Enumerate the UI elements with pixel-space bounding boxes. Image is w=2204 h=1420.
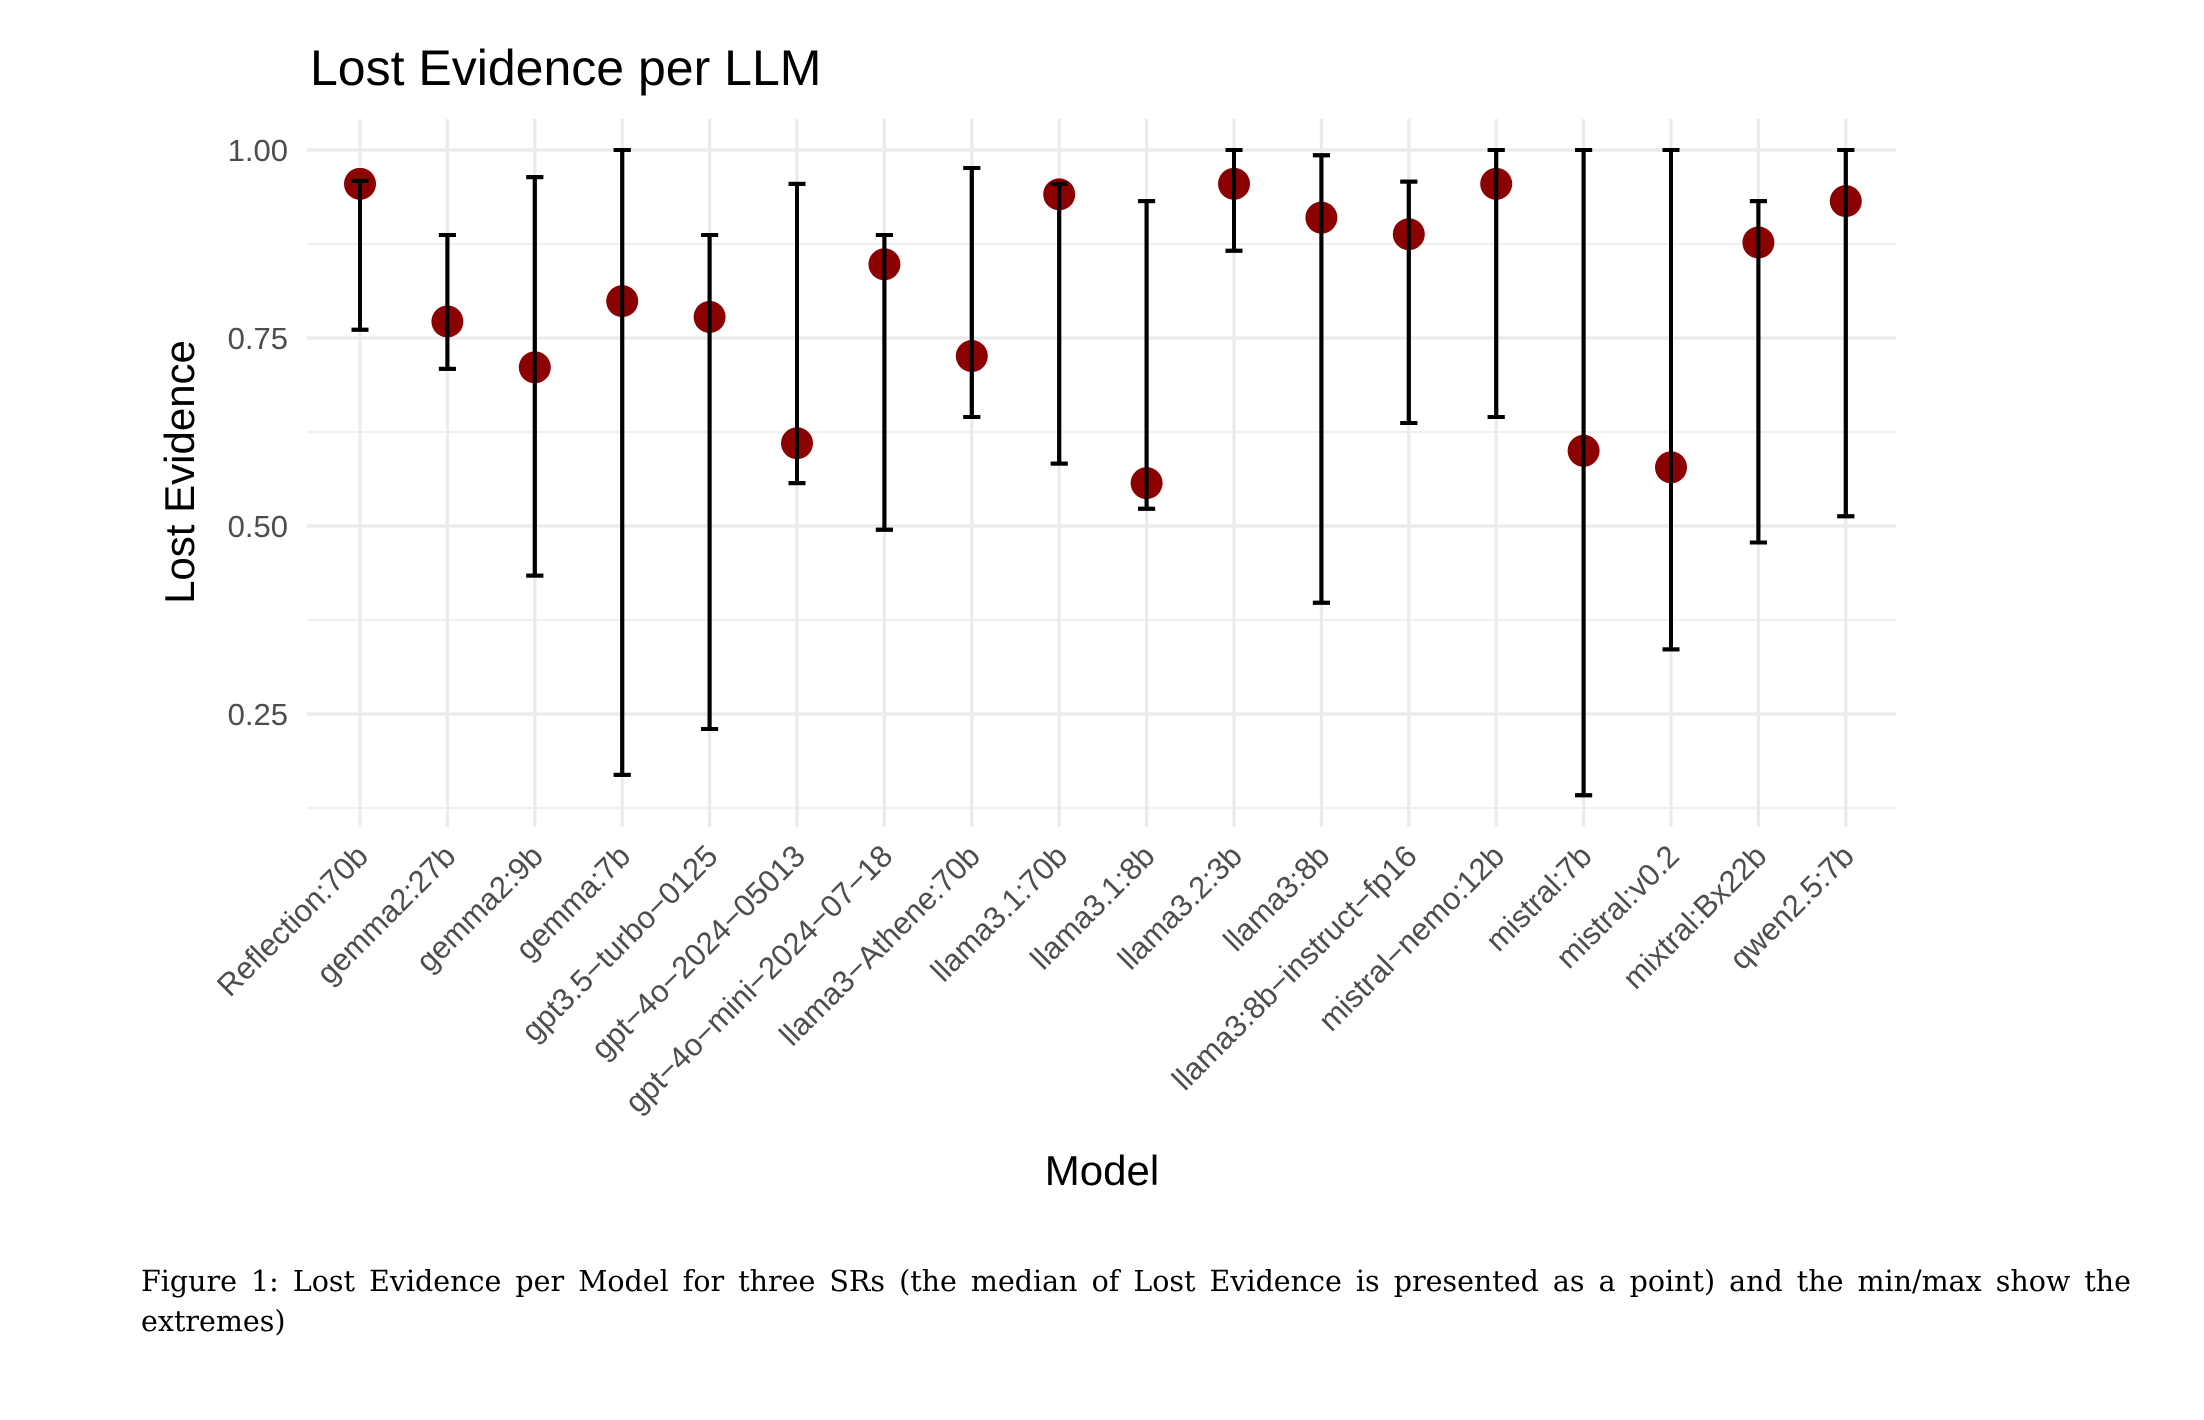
y-axis-ticks: 0.25 0.50 0.75 1.00 xyxy=(228,133,288,732)
errorbars xyxy=(351,148,1855,798)
x-axis-title: Model xyxy=(1045,1147,1159,1194)
y-tick-label: 1.00 xyxy=(228,133,288,168)
x-axis-ticks: Reflection:70bgemma2:27bgemma2:9bgemma:7… xyxy=(210,838,1861,1119)
chart-title: Lost Evidence per LLM xyxy=(310,40,821,96)
y-axis-title: Lost Evidence xyxy=(156,340,203,604)
y-tick-label: 0.25 xyxy=(228,697,288,732)
points xyxy=(344,167,1862,500)
errorbars-overlay xyxy=(351,148,1855,798)
figure-caption: Figure 1: Lost Evidence per Model for th… xyxy=(141,1265,2131,1338)
chart: 0.25 0.50 0.75 1.00 Reflection:70bgemma2:27… xyxy=(156,40,1896,1194)
y-tick-label: 0.75 xyxy=(228,321,288,356)
x-tick-label: Reflection:70b xyxy=(210,838,375,1003)
y-tick-label: 0.50 xyxy=(228,509,288,544)
